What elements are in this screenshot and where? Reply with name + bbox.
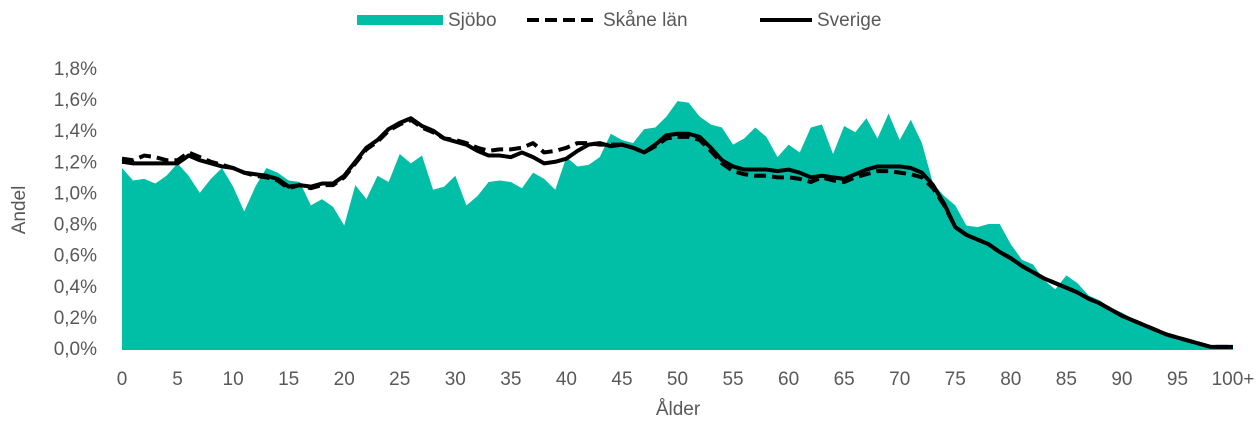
y-tick-label: 0,4% (54, 277, 97, 298)
x-tick-label: 40 (556, 369, 577, 390)
x-tick-label: 5 (172, 369, 183, 390)
x-tick-label: 50 (667, 369, 688, 390)
y-tick-label: 1,4% (54, 121, 97, 142)
y-tick-label: 0,2% (54, 308, 97, 329)
x-tick-label: 60 (778, 369, 799, 390)
y-tick-label: 0,8% (54, 215, 97, 236)
y-tick-label: 0,6% (54, 246, 97, 267)
y-tick-label: 1,6% (54, 90, 97, 111)
legend-label: Sjöbo (448, 10, 497, 31)
x-tick-label: 25 (389, 369, 410, 390)
line (121, 116, 1233, 349)
legend-swatch (357, 15, 443, 25)
x-tick-label: 95 (1167, 369, 1188, 390)
legend-label: Skåne län (603, 10, 688, 31)
y-tick-label: 0,0% (54, 339, 97, 360)
x-tick-label: 0 (117, 369, 128, 390)
x-tick-label: 80 (1000, 369, 1021, 390)
x-tick-label: 45 (611, 369, 632, 390)
x-tick-label: 75 (945, 369, 966, 390)
x-axis-title: Ålder (656, 399, 701, 420)
y-tick-label: 1,2% (54, 152, 97, 173)
x-tick-label: 90 (1111, 369, 1132, 390)
x-tick-label: 65 (834, 369, 855, 390)
y-tick-label: 1,8% (54, 59, 97, 80)
y-tick-label: 1,0% (54, 183, 97, 204)
x-tick-label: 85 (1056, 369, 1077, 390)
area (122, 101, 1233, 350)
x-tick-label: 20 (334, 369, 355, 390)
x-tick-label: 35 (500, 369, 521, 390)
legend-label: Sverige (817, 10, 881, 31)
x-tick-label: 30 (445, 369, 466, 390)
x-tick-label: 100+ (1212, 369, 1255, 390)
x-tick-label: 70 (889, 369, 910, 390)
x-tick-label: 15 (278, 369, 299, 390)
y-axis-title: Andel (9, 186, 30, 235)
x-tick-label: 10 (223, 369, 244, 390)
x-tick-label: 55 (722, 369, 743, 390)
